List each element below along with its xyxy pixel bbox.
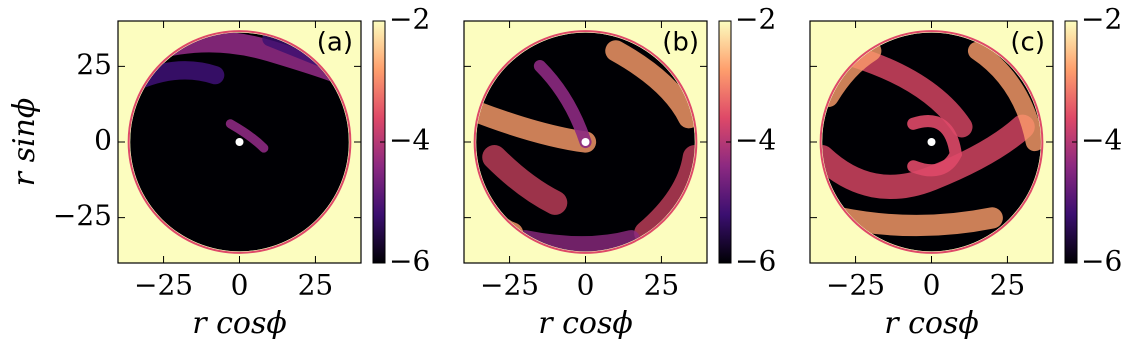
- colorbar-tick-label: −4: [1081, 124, 1122, 157]
- density-structure: [482, 145, 568, 215]
- colorbar-tick-label: −2: [735, 3, 776, 36]
- x-tick-label: −25: [480, 269, 539, 302]
- y-tick-label: −25: [53, 199, 112, 232]
- panel: −25 0 25 −25 0 25 (a) r cosϕ r sinϕ −6 −4 −2: [7, 3, 430, 342]
- colorbar-tick-label: −6: [1081, 245, 1122, 278]
- central-star: [235, 138, 244, 146]
- colorbar-tick-label: −2: [1081, 3, 1122, 36]
- x-tick-label: 0: [577, 269, 595, 302]
- density-structure: [822, 114, 1035, 200]
- density-structure: [829, 207, 1003, 237]
- colorbar-tick-label: −6: [389, 245, 430, 278]
- panel-label: (b): [662, 28, 699, 58]
- disk-rim: [819, 30, 1044, 254]
- density-structure: [476, 100, 597, 153]
- x-tick-label: 25: [298, 269, 334, 302]
- panel: −25 0 25 (b) r cosϕ −6 −4 −2: [463, 3, 776, 341]
- colorbar-tick-label: −6: [735, 245, 776, 278]
- colorbar-tick-label: −2: [389, 3, 430, 36]
- density-structure: [967, 41, 1041, 152]
- x-tick-label: 25: [644, 269, 680, 302]
- panel-label: (c): [1010, 28, 1045, 58]
- x-tick-label: −25: [134, 269, 193, 302]
- x-axis-label: r cosϕ: [884, 306, 979, 341]
- x-tick-label: 0: [923, 269, 941, 302]
- disk-rim: [127, 30, 352, 254]
- panel: −25 0 25 (c) r cosϕ −6 −4 −2: [809, 3, 1122, 341]
- y-tick-label: 25: [76, 48, 112, 81]
- x-tick-label: 25: [990, 269, 1026, 302]
- colorbar-tick-label: −4: [735, 124, 776, 157]
- disk-rim: [473, 30, 698, 254]
- panel-label: (a): [317, 28, 353, 58]
- central-star: [927, 138, 936, 146]
- density-structure: [225, 119, 269, 153]
- density-structure: [907, 115, 963, 177]
- x-tick-label: −25: [826, 269, 885, 302]
- central-star: [581, 138, 590, 146]
- density-structure: [605, 40, 695, 129]
- y-axis-label: r sinϕ: [7, 98, 42, 187]
- y-tick-label: 0: [94, 124, 112, 157]
- x-tick-label: 0: [231, 269, 249, 302]
- colorbar-tick-label: −4: [389, 124, 430, 157]
- density-structure: [533, 59, 592, 149]
- x-axis-label: r cosϕ: [538, 306, 633, 341]
- x-axis-label: r cosϕ: [192, 306, 287, 341]
